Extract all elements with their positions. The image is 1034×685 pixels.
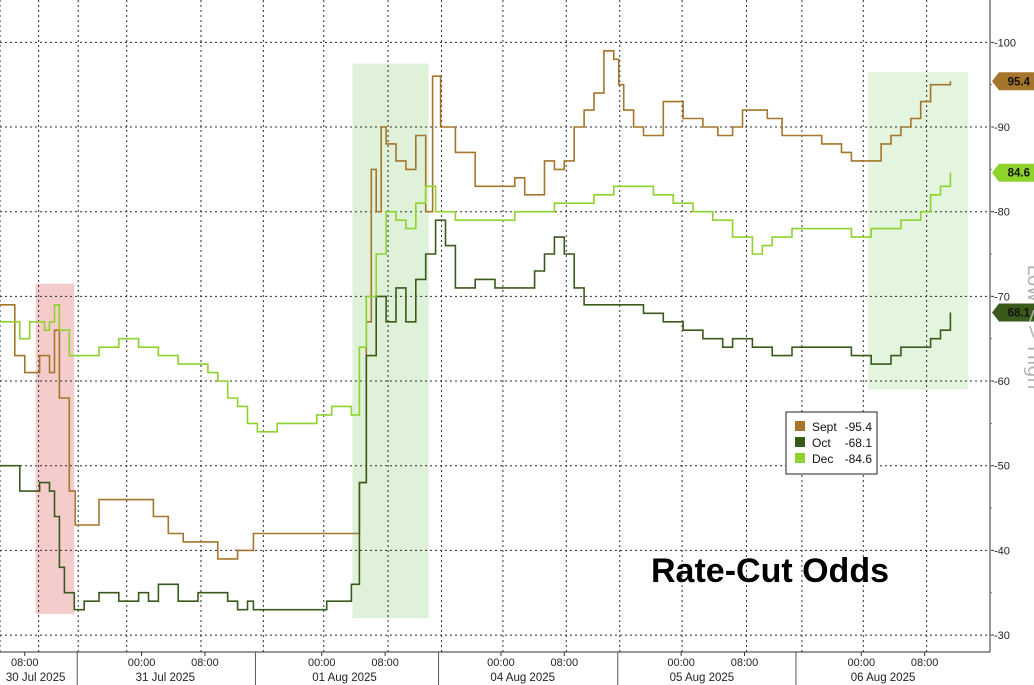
y-axis-ticks: -30 -40 -50 -60 -70 -80 -90 -100 bbox=[990, 37, 1016, 642]
last-value-tag-sept: 95.4 bbox=[992, 72, 1034, 91]
x-tick-label: 00:00 bbox=[487, 657, 515, 669]
y-tick-label: -90 bbox=[994, 122, 1010, 134]
x-tick-label: 08:00 bbox=[911, 657, 939, 669]
y-tick-label: -30 bbox=[994, 630, 1010, 642]
tag-background bbox=[992, 163, 1034, 182]
legend-label: Dec bbox=[812, 452, 833, 466]
last-value-tag-oct: 68.1 bbox=[992, 303, 1034, 322]
shaded-region-2 bbox=[352, 63, 429, 619]
gridlines bbox=[0, 0, 990, 652]
legend-swatch bbox=[795, 437, 805, 447]
legend-item-sept: Sept -95.4 bbox=[795, 420, 872, 434]
series-line-oct bbox=[0, 219, 952, 611]
x-tick-label: 00:00 bbox=[128, 657, 156, 669]
legend-value: -95.4 bbox=[845, 420, 873, 434]
y-tick-label: -50 bbox=[994, 461, 1010, 473]
legend: Sept -95.4 Oct -68.1 Dec -84.6 bbox=[785, 411, 878, 475]
x-tick-label: 08:00 bbox=[11, 657, 39, 669]
x-tick-label: 08:00 bbox=[731, 657, 759, 669]
x-day-label: 05 Aug 2025 bbox=[670, 672, 735, 684]
legend-item-dec: Dec -84.6 bbox=[795, 452, 872, 466]
x-tick-label: 08:00 bbox=[371, 657, 399, 669]
legend-item-oct: Oct -68.1 bbox=[795, 436, 872, 450]
axis-frame bbox=[0, 0, 991, 685]
x-day-label: 30 Jul 2025 bbox=[6, 672, 65, 684]
x-day-label: 04 Aug 2025 bbox=[490, 672, 555, 684]
x-tick-label: 00:00 bbox=[848, 657, 876, 669]
series-lines bbox=[0, 50, 952, 611]
y-tick-label: -100 bbox=[994, 37, 1016, 49]
legend-label: Oct bbox=[812, 436, 831, 450]
series-line-dec bbox=[0, 172, 952, 433]
tag-label: 68.1 bbox=[1008, 307, 1031, 319]
x-tick-label: 00:00 bbox=[667, 657, 695, 669]
last-value-tags: 95.4 68.1 84.6 bbox=[992, 72, 1034, 322]
tag-background bbox=[992, 303, 1034, 322]
y-tick-label: -70 bbox=[994, 291, 1010, 303]
shaded-regions bbox=[35, 63, 969, 619]
tag-label: 84.6 bbox=[1008, 168, 1030, 180]
x-day-label: 31 Jul 2025 bbox=[136, 672, 195, 684]
y-tick-label: -60 bbox=[994, 376, 1010, 388]
chart-title: Rate-Cut Odds bbox=[651, 552, 889, 590]
legend-swatch bbox=[795, 421, 805, 431]
legend-value: -68.1 bbox=[845, 436, 873, 450]
last-value-tag-dec: 84.6 bbox=[992, 163, 1034, 182]
legend-label: Sept bbox=[812, 420, 837, 434]
legend-value: -84.6 bbox=[845, 452, 873, 466]
series-line-sept bbox=[0, 50, 952, 560]
legend-swatch bbox=[795, 453, 805, 463]
tag-label: 95.4 bbox=[1008, 76, 1031, 88]
x-day-label: 01 Aug 2025 bbox=[312, 672, 377, 684]
x-tick-label: 00:00 bbox=[308, 657, 336, 669]
x-axis-ticks: 08:00 00:00 08:00 00:00 08:00 00:00 08:00 00:00… bbox=[6, 652, 939, 684]
x-tick-label: 08:00 bbox=[191, 657, 219, 669]
y-tick-label: -40 bbox=[994, 545, 1010, 557]
x-day-label: 06 Aug 2025 bbox=[851, 672, 916, 684]
tag-background bbox=[992, 72, 1034, 91]
y-tick-label: -80 bbox=[994, 207, 1010, 219]
shaded-region-3 bbox=[868, 71, 969, 390]
x-tick-label: 08:00 bbox=[551, 657, 579, 669]
y-axis-title: Low <> High bbox=[1023, 264, 1034, 389]
